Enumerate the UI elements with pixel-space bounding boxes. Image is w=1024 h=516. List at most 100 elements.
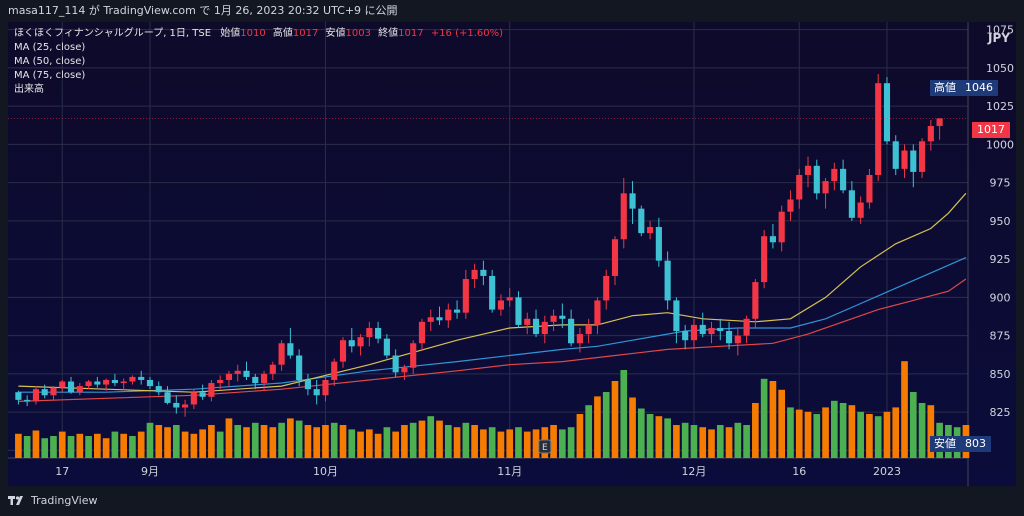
volume-bar bbox=[129, 436, 136, 458]
volume-bar bbox=[620, 370, 628, 458]
candle-body bbox=[269, 364, 276, 374]
candle-body bbox=[857, 202, 864, 218]
candle-body bbox=[217, 379, 224, 384]
candle-body bbox=[322, 379, 329, 396]
volume-bar bbox=[172, 425, 180, 458]
candle-body bbox=[813, 165, 820, 194]
candle-body bbox=[252, 376, 259, 384]
volume-bar bbox=[550, 425, 557, 458]
candle-body bbox=[103, 379, 110, 385]
volume-bar bbox=[559, 429, 566, 458]
candle-body bbox=[375, 327, 382, 339]
candle-body bbox=[848, 190, 855, 218]
candle-body bbox=[840, 168, 847, 191]
legend-ma25[interactable]: MA (25, close) bbox=[14, 42, 86, 53]
candle-body bbox=[647, 226, 654, 234]
tradingview-logo-icon bbox=[8, 495, 23, 505]
volume-bar bbox=[585, 405, 593, 458]
candle-body bbox=[401, 367, 408, 373]
candle-body bbox=[304, 379, 311, 390]
candle-body bbox=[111, 379, 118, 384]
volume-bar bbox=[357, 431, 364, 458]
volume-bar bbox=[769, 381, 777, 458]
candle-body bbox=[769, 236, 776, 243]
legend-ma50[interactable]: MA (50, close) bbox=[14, 56, 86, 67]
candle-body bbox=[15, 392, 22, 400]
volume-bar bbox=[813, 414, 821, 458]
candle-body bbox=[506, 297, 513, 301]
candle-body bbox=[155, 386, 162, 393]
change-value: +16 (+1.60%) bbox=[430, 28, 504, 39]
last-tag-value: 1017 bbox=[972, 122, 1010, 138]
y-tick-label: 950 bbox=[990, 215, 1011, 228]
symbol-title[interactable]: ほくほくフィナンシャルグループ, 1日, TSE bbox=[14, 28, 212, 39]
y-tick-label: 975 bbox=[990, 177, 1011, 190]
volume-bar bbox=[365, 429, 373, 458]
volume-bar bbox=[778, 389, 786, 458]
brand-name: TradingView bbox=[31, 494, 98, 507]
candle-body bbox=[164, 392, 171, 403]
volume-bar bbox=[401, 425, 408, 458]
candle-body bbox=[664, 260, 671, 301]
currency-label[interactable]: JPY bbox=[988, 31, 1010, 45]
volume-bar bbox=[874, 416, 882, 458]
candle-body bbox=[778, 211, 785, 243]
volume-bar bbox=[866, 414, 873, 458]
volume-bar bbox=[506, 429, 514, 458]
volume-bar bbox=[208, 425, 215, 458]
volume-bar bbox=[681, 422, 689, 458]
volume-bar bbox=[111, 431, 119, 458]
candle-body bbox=[515, 297, 522, 325]
volume-bar bbox=[374, 433, 382, 458]
volume-bar bbox=[734, 422, 742, 458]
candle-body bbox=[85, 381, 92, 387]
candle-body bbox=[436, 317, 443, 321]
legend-ma75[interactable]: MA (75, close) bbox=[14, 70, 86, 81]
volume-bar bbox=[804, 411, 812, 458]
footer-brand[interactable]: TradingView bbox=[8, 494, 97, 507]
candle-body bbox=[690, 324, 698, 341]
earnings-marker bbox=[538, 439, 552, 454]
low-value: 1003 bbox=[345, 28, 371, 39]
volume-bar bbox=[576, 414, 584, 458]
candle-body bbox=[611, 239, 619, 276]
candle-body bbox=[173, 402, 180, 408]
legend-volume[interactable]: 出来高 bbox=[14, 84, 44, 95]
volume-bar bbox=[480, 429, 487, 458]
y-tick-label: 825 bbox=[990, 406, 1011, 419]
candle-body bbox=[278, 343, 285, 365]
volume-bar bbox=[532, 429, 540, 458]
candle-body bbox=[594, 300, 601, 325]
volume-bar bbox=[339, 425, 347, 458]
high-tag-label: 高値 bbox=[930, 80, 960, 96]
volume-bar bbox=[488, 427, 496, 458]
volume-bar bbox=[120, 433, 128, 458]
candle-body bbox=[804, 165, 812, 175]
volume-bar bbox=[67, 436, 75, 458]
y-tick-label: 875 bbox=[990, 330, 1011, 343]
candle-body bbox=[199, 392, 206, 397]
candle-body bbox=[918, 141, 926, 172]
volume-bar bbox=[848, 405, 856, 458]
candle-body bbox=[313, 389, 320, 396]
candle-body bbox=[453, 309, 461, 313]
volume-bar bbox=[409, 422, 417, 458]
volume-bar bbox=[743, 425, 750, 458]
candle-body bbox=[901, 150, 908, 169]
volume-bar bbox=[444, 425, 452, 458]
volume-bar bbox=[611, 381, 619, 458]
candle-body bbox=[208, 383, 215, 397]
volume-bar bbox=[137, 431, 145, 458]
volume-bar bbox=[927, 405, 935, 458]
volume-bar bbox=[822, 407, 829, 458]
volume-bar bbox=[918, 403, 926, 458]
candle-body bbox=[94, 381, 101, 385]
last-price-tag: 1017 bbox=[972, 122, 1010, 138]
y-tick-label: 1050 bbox=[986, 62, 1014, 75]
candle-body bbox=[24, 399, 31, 402]
candle-body bbox=[761, 236, 768, 283]
candle-body bbox=[138, 376, 145, 380]
y-tick-label: 1000 bbox=[986, 138, 1014, 151]
close-value: 1017 bbox=[398, 28, 424, 39]
